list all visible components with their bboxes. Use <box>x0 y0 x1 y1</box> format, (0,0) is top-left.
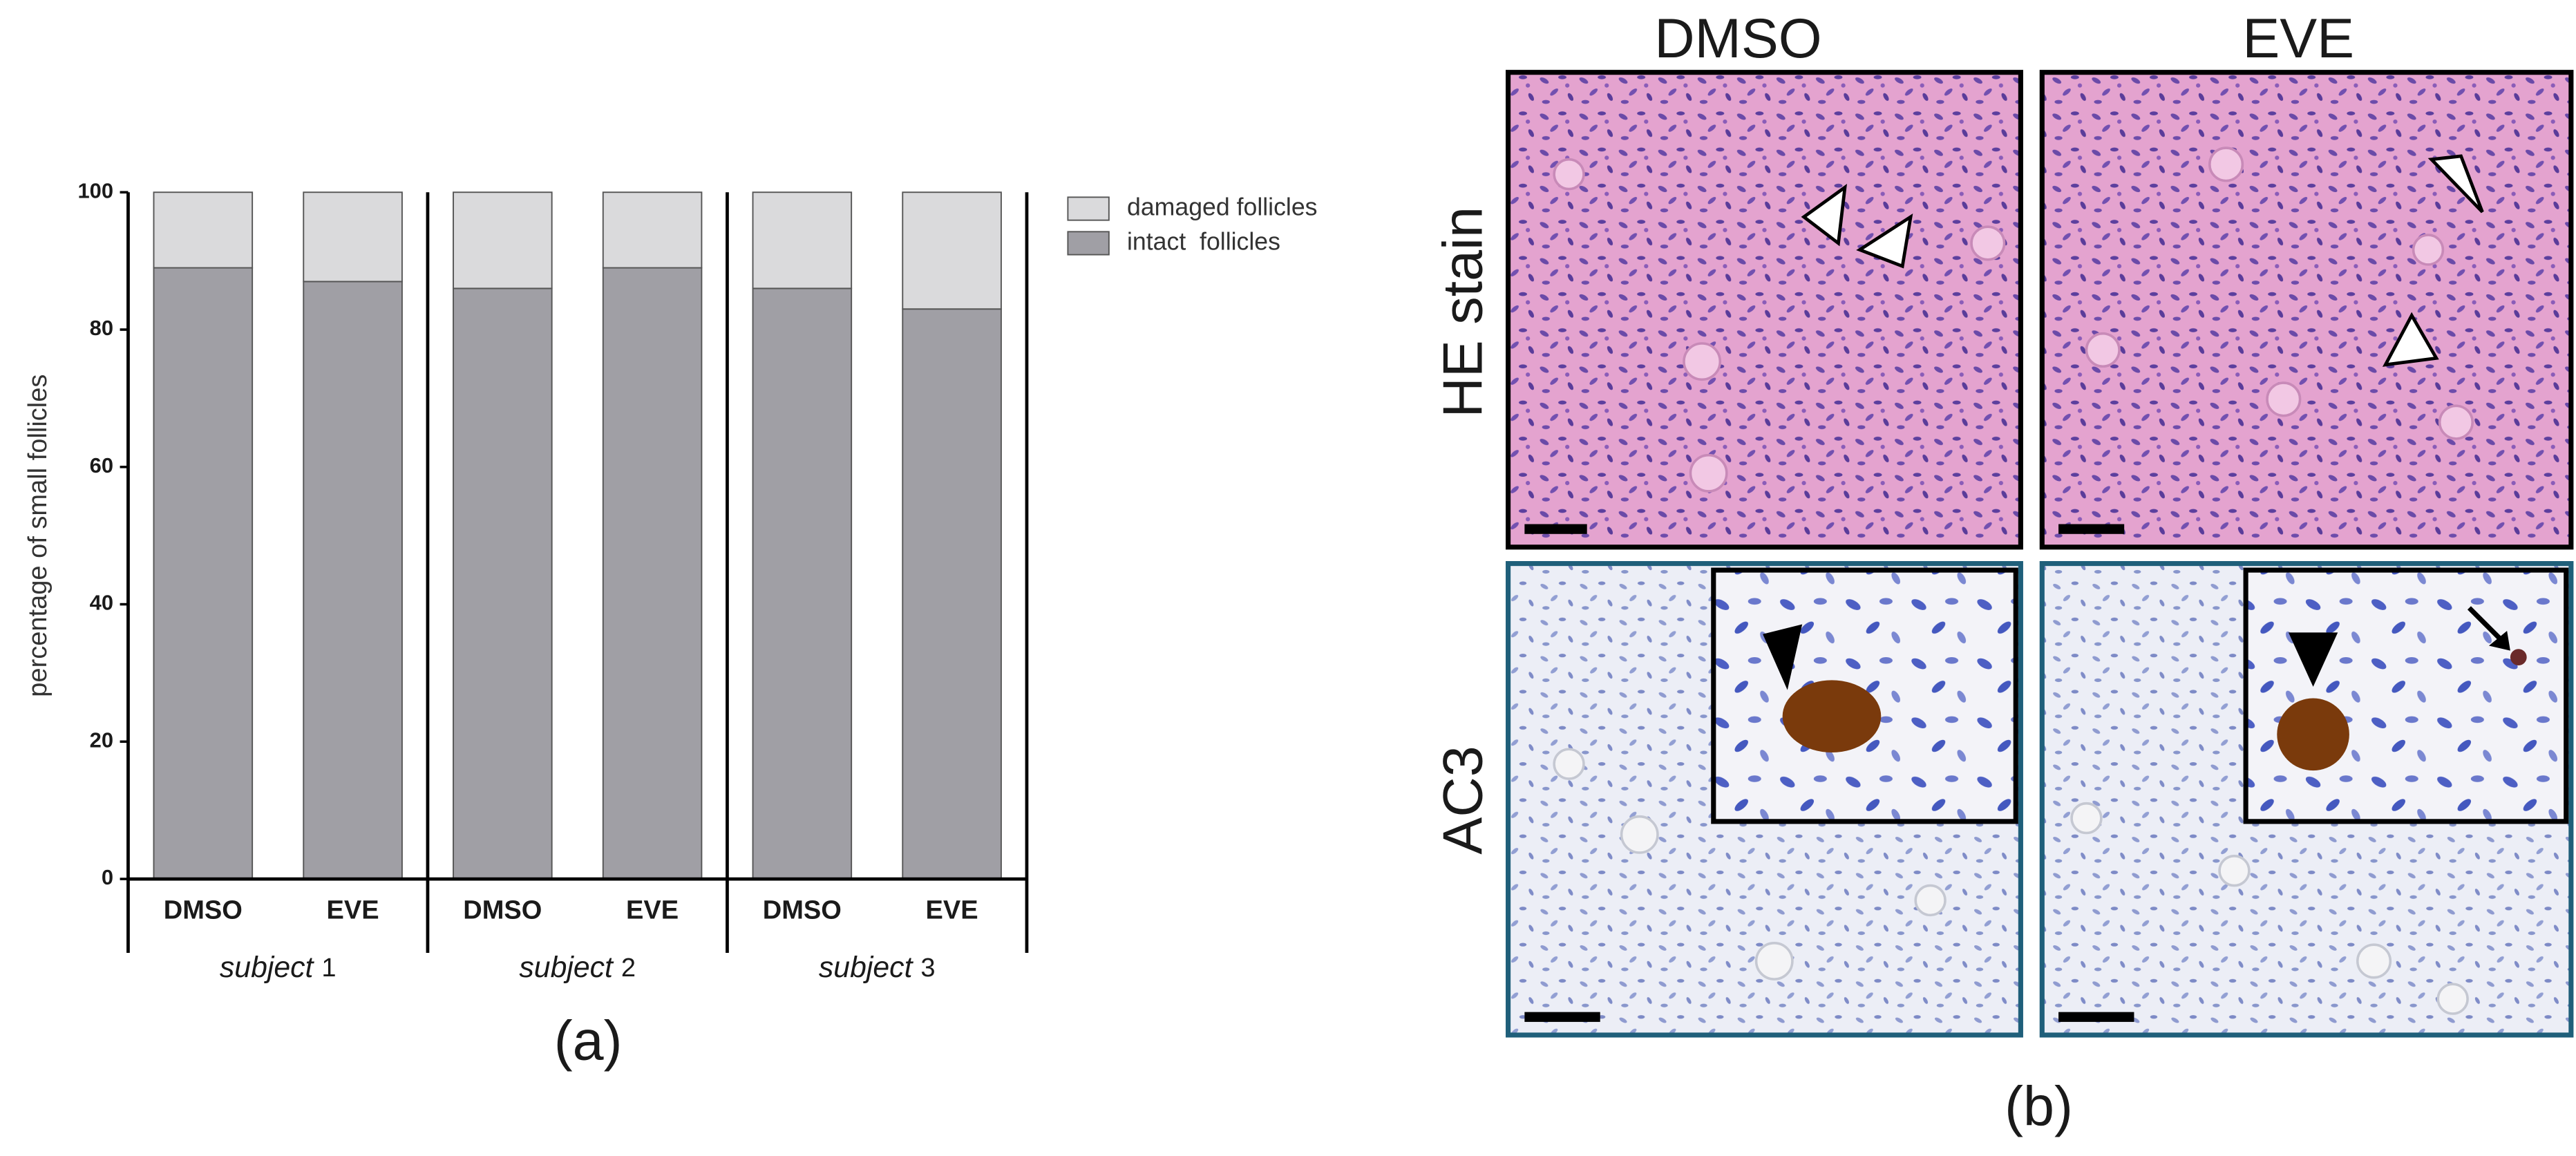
legend-label: intact follicles <box>1127 227 1280 255</box>
arrowhead <box>2288 632 2338 687</box>
y-tick-label: 60 <box>90 453 113 477</box>
apoptotic-cell <box>1782 680 1882 752</box>
scale-bar <box>1524 1012 1600 1022</box>
follicles <box>1553 146 2474 493</box>
arrowhead <box>1856 214 1913 269</box>
group-label-number: 3 <box>920 954 935 983</box>
x-tick-label: EVE <box>926 896 978 925</box>
y-tick-label: 100 <box>78 178 114 202</box>
legend-swatch <box>1067 196 1110 221</box>
column-title: DMSO <box>1654 8 1822 70</box>
row-label: AC3 <box>1432 746 1495 854</box>
row-label: HE stain <box>1432 207 1495 417</box>
apoptotic-cell <box>2510 649 2527 665</box>
bar-segment <box>752 191 853 290</box>
y-tick-label: 0 <box>102 865 113 889</box>
group-label-name: subject <box>819 951 914 984</box>
y-axis-label: percentage of small follicles <box>23 375 53 697</box>
scale-bar <box>1524 524 1587 534</box>
inset-eve <box>2243 567 2569 824</box>
group-label-number: 2 <box>621 954 636 983</box>
x-tick-label: EVE <box>327 896 379 925</box>
bar-segment <box>902 191 1002 310</box>
y-tick-label: 40 <box>90 591 113 615</box>
bar-segment <box>453 287 553 880</box>
column-title: EVE <box>2242 8 2354 70</box>
y-tick-label: 20 <box>90 728 113 752</box>
bar-segment <box>602 267 703 880</box>
follicles-ac3 <box>1553 748 2469 1015</box>
he-dmso-image <box>1506 70 2023 550</box>
group-label: subject 1 <box>220 951 337 984</box>
arrowhead <box>1801 184 1847 247</box>
legend-swatch <box>1067 231 1110 256</box>
bar-segment <box>153 191 254 269</box>
group-label: subject 2 <box>519 951 636 984</box>
bar-segment <box>303 191 403 283</box>
group-label-number: 1 <box>321 954 336 983</box>
arrowhead <box>1763 624 1803 690</box>
x-tick-label: DMSO <box>763 896 842 925</box>
panel-label: (a) <box>554 1010 623 1072</box>
group-label: subject 3 <box>819 951 936 984</box>
bar-segment <box>453 191 553 290</box>
x-tick-label: DMSO <box>164 896 243 925</box>
bar-segment <box>303 281 403 880</box>
arrowhead <box>2427 154 2484 214</box>
x-tick-label: EVE <box>626 896 679 925</box>
scale-bar <box>2058 524 2125 534</box>
group-label-name: subject <box>220 951 315 984</box>
x-tick-label: DMSO <box>463 896 542 925</box>
arrowhead <box>2382 312 2439 367</box>
he-eve-image <box>2039 70 2574 550</box>
apoptotic-cell <box>2277 698 2349 771</box>
panel-label: (b) <box>2005 1076 2073 1138</box>
bar-segment <box>752 287 853 880</box>
bar-segment <box>153 267 254 880</box>
bar-segment <box>602 191 703 269</box>
y-tick-label: 80 <box>90 316 113 340</box>
group-label-name: subject <box>519 951 614 984</box>
micrographs: DMSO EVE HE stain AC3 (b) <box>1432 8 2574 1138</box>
legend-label: damaged follicles <box>1127 193 1318 220</box>
arrow <box>2488 631 2510 651</box>
scale-bar <box>2058 1012 2134 1022</box>
bar-segment <box>902 308 1002 880</box>
